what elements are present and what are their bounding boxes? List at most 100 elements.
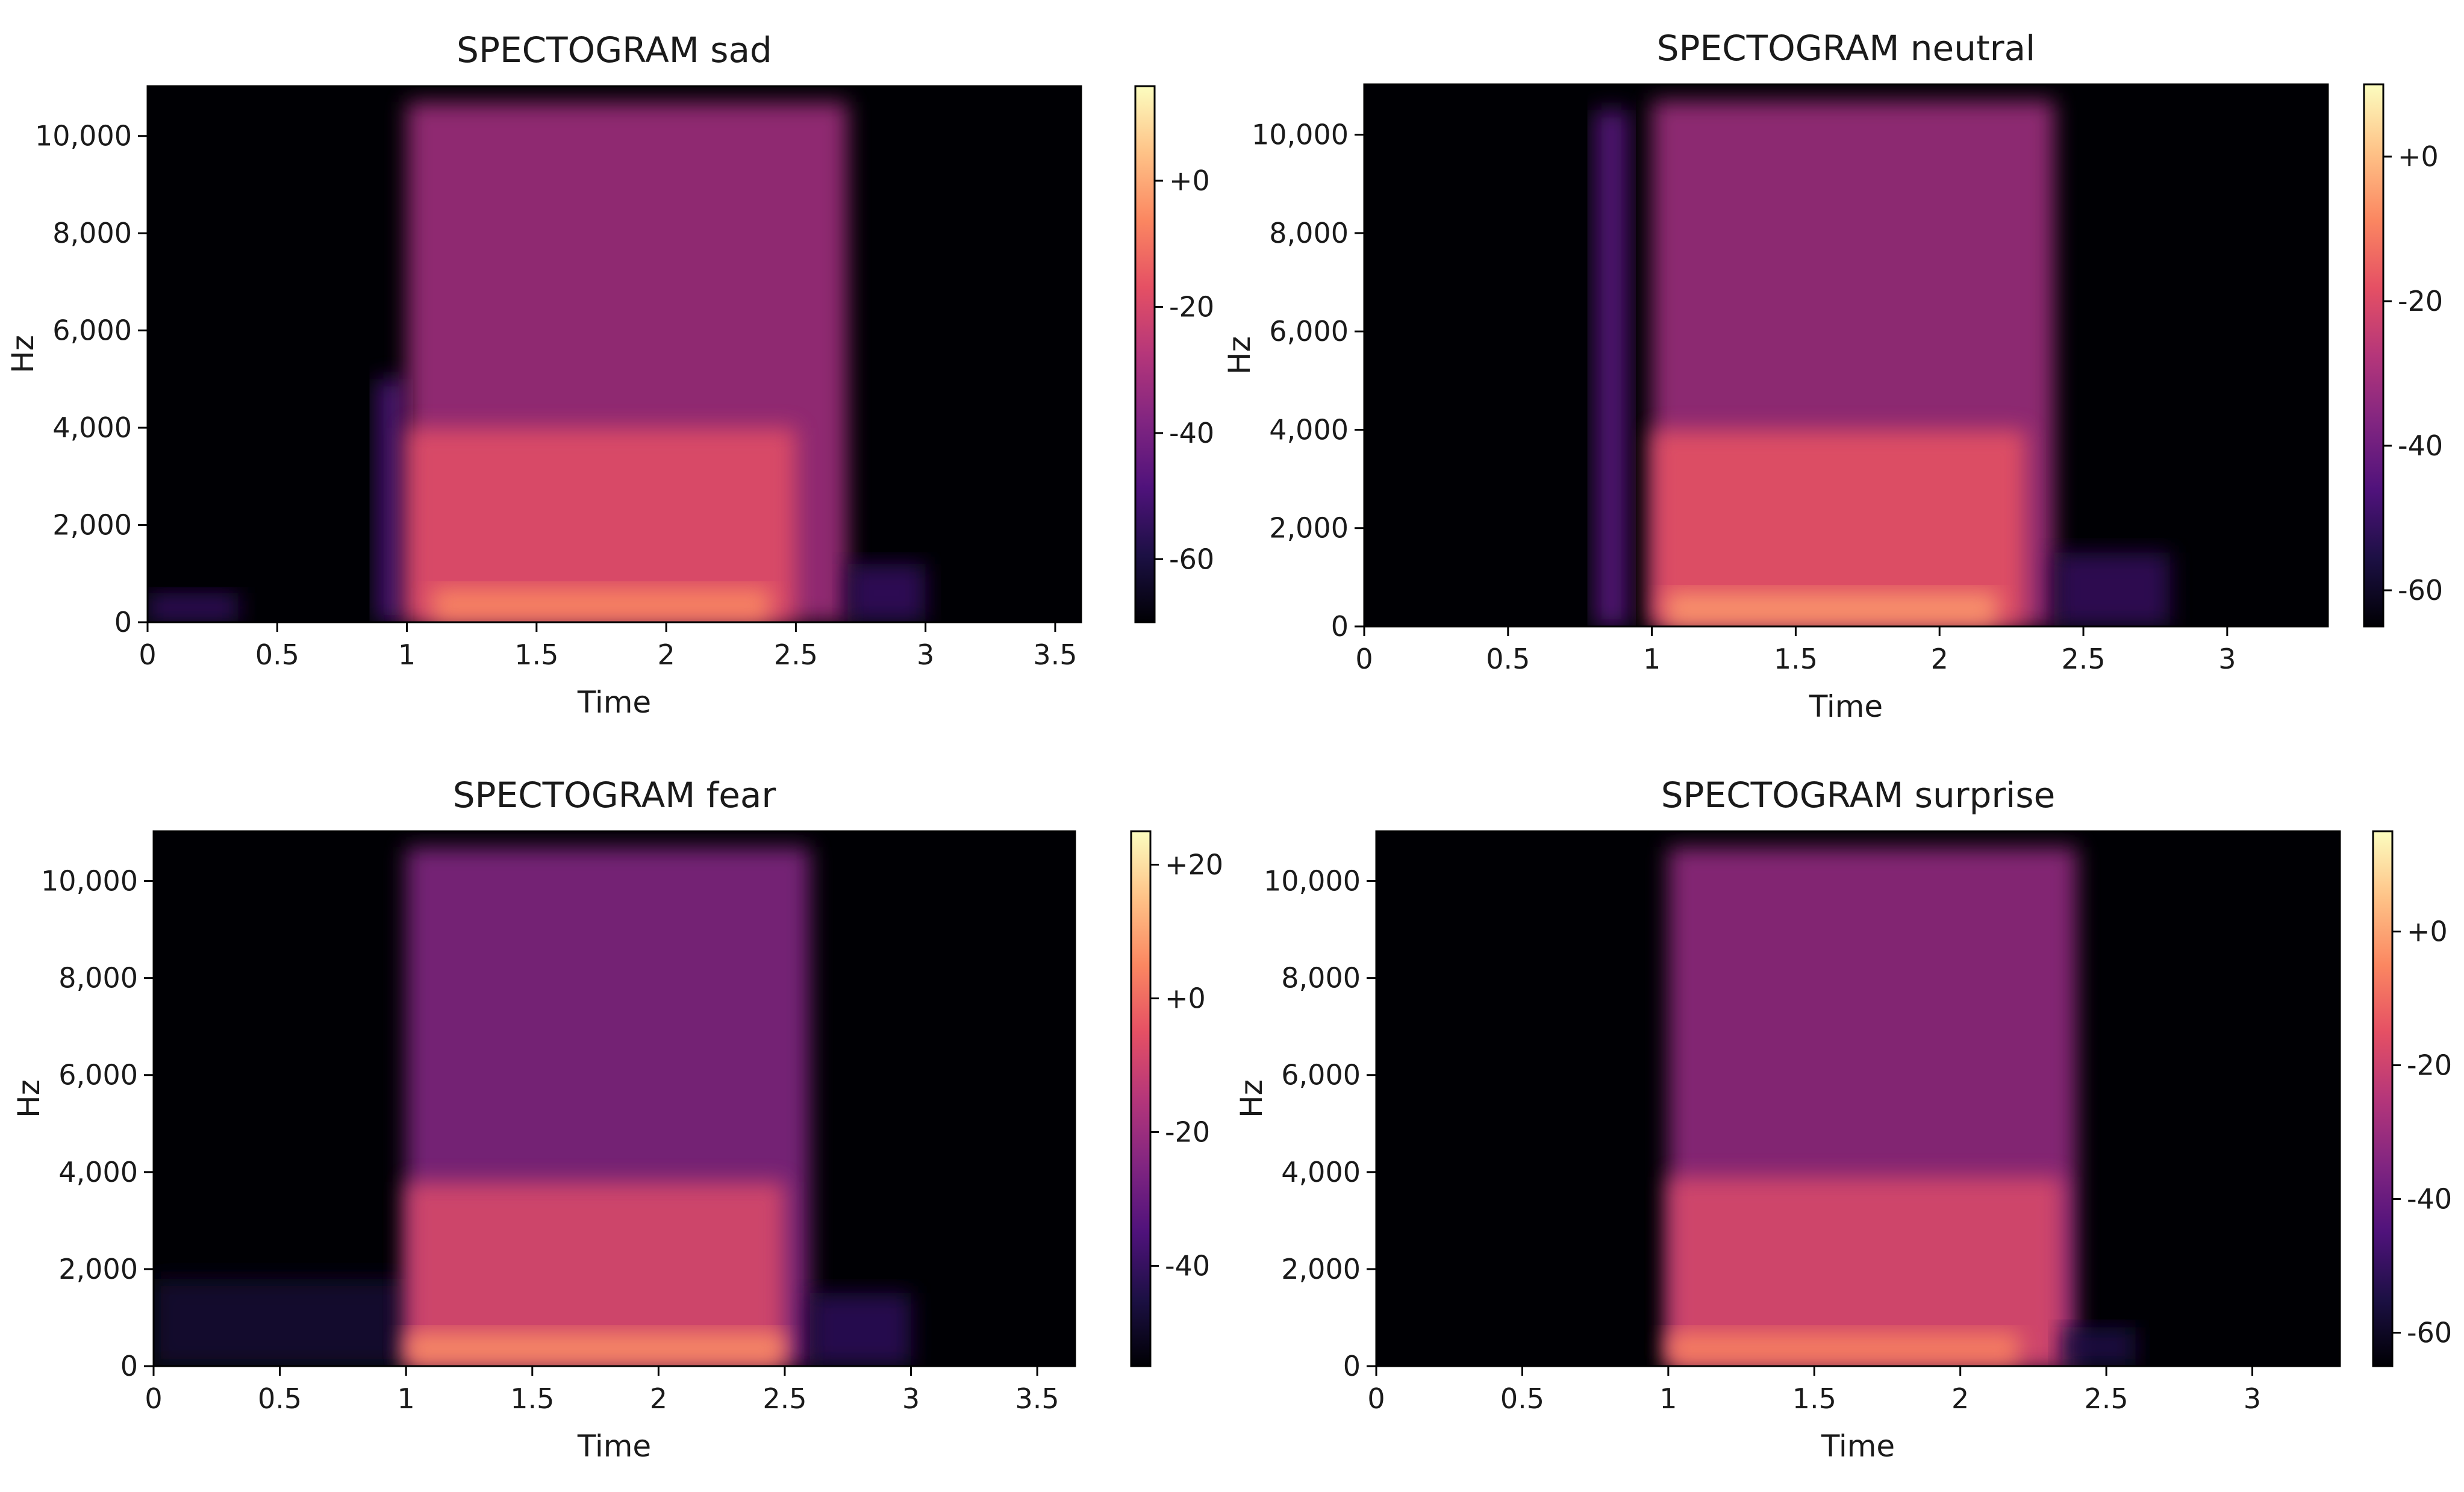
chart-title: SPECTOGRAM surprise <box>1661 775 2056 816</box>
y-tick-label: 8,000 <box>52 217 132 249</box>
colorbar-tick-label: -40 <box>1165 1250 1210 1282</box>
y-tick-label: 4,000 <box>1281 1156 1361 1188</box>
colorbar-tick-label: +0 <box>1169 164 1210 197</box>
x-tick-label: 0 <box>139 638 156 671</box>
energy-region <box>375 379 407 622</box>
plot-frame <box>1375 830 2341 1367</box>
plot-frame <box>1363 83 2329 628</box>
x-tick-label: 2.5 <box>763 1382 806 1415</box>
y-tick-label: 0 <box>120 1350 138 1382</box>
y-tick-label: 2,000 <box>1269 512 1349 545</box>
x-axis-label: Time <box>577 685 651 720</box>
y-tick-label: 2,000 <box>52 509 132 542</box>
x-tick-label: 1 <box>1643 643 1661 675</box>
y-tick-label: 4,000 <box>52 411 132 444</box>
y-tick-label: 0 <box>1331 610 1349 643</box>
colorbar-tick-label: -60 <box>1169 543 1214 575</box>
energy-region <box>154 1279 407 1366</box>
spectrogram-surprise-panel: SPECTOGRAM surprise 0 0.5 1 1.5 2 2.5 3 Time 0 2,0… <box>1232 746 2464 1492</box>
x-tick-label: 0 <box>1367 1382 1385 1415</box>
energy-region <box>406 1332 785 1366</box>
colorbar-tick-label: +0 <box>2398 140 2439 173</box>
energy-region <box>432 588 770 622</box>
y-tick-label: 0 <box>114 606 132 638</box>
energy-region <box>1594 110 1629 626</box>
spectrogram-sad-panel: SPECTOGRAM sad 0 0.5 1 1.5 2 2.5 3 3.5 Time 0 2,000… <box>0 0 1232 746</box>
colorbar-tick-label: -20 <box>1169 290 1214 323</box>
spectrogram-neutral-chart: SPECTOGRAM neutral 0 0.5 1 1.5 2 2.5 3 Time 0 2,00… <box>1222 28 2443 724</box>
colorbar-tick-label: +0 <box>2407 916 2448 948</box>
plot-frame <box>152 830 1076 1367</box>
y-tick-label: 10,000 <box>35 120 132 152</box>
energy-region <box>2062 1327 2136 1366</box>
spectrogram-neutral-panel: SPECTOGRAM neutral 0 0.5 1 1.5 2 2.5 3 Time 0 2,00… <box>1222 0 2464 746</box>
colorbar-tick-label: -40 <box>1169 417 1214 449</box>
y-tick-label: 10,000 <box>1264 865 1361 897</box>
colorbar <box>2372 830 2394 1367</box>
colorbar-tick-label: -60 <box>2407 1317 2452 1349</box>
y-tick-label: 4,000 <box>58 1156 138 1188</box>
x-tick-label: 2.5 <box>2061 643 2105 675</box>
x-tick-label: 1 <box>1659 1382 1677 1415</box>
y-tick-label: 10,000 <box>41 865 138 897</box>
x-tick-label: 3 <box>917 638 934 671</box>
x-tick-label: 2 <box>1951 1382 1969 1415</box>
y-tick-label: 6,000 <box>1269 315 1349 348</box>
spectrogram-image <box>148 102 926 622</box>
y-axis-label: Hz <box>5 335 40 373</box>
x-tick-label: 1.5 <box>510 1382 554 1415</box>
y-tick-label: 6,000 <box>1281 1059 1361 1091</box>
x-tick-label: 1.5 <box>514 638 558 671</box>
energy-region <box>1666 591 1997 626</box>
y-axis-label: Hz <box>11 1079 46 1118</box>
spectrogram-sad-chart: SPECTOGRAM sad 0 0.5 1 1.5 2 2.5 3 3.5 Time 0 2,000… <box>5 30 1214 720</box>
y-tick-label: 8,000 <box>1281 962 1361 994</box>
x-tick-label: 2 <box>650 1382 667 1415</box>
colorbar-tick-label: -40 <box>2398 429 2443 462</box>
x-tick-label: 1.5 <box>1792 1382 1836 1415</box>
y-axis-label: Hz <box>1234 1079 1269 1118</box>
x-tick-label: 0.5 <box>1486 643 1530 675</box>
x-axis-label: Time <box>1809 689 1883 724</box>
x-tick-label: 2.5 <box>774 638 818 671</box>
x-tick-label: 0 <box>145 1382 162 1415</box>
y-tick-label: 2,000 <box>1281 1253 1361 1285</box>
colorbar <box>2363 83 2384 628</box>
x-tick-label: 0 <box>1355 643 1373 675</box>
y-tick-label: 8,000 <box>1269 217 1349 249</box>
x-tick-label: 1.5 <box>1774 643 1818 675</box>
y-tick-label: 10,000 <box>1252 119 1349 151</box>
x-axis-label: Time <box>1821 1429 1895 1464</box>
y-tick-label: 0 <box>1343 1350 1361 1382</box>
x-tick-label: 3.5 <box>1015 1382 1059 1415</box>
chart-title: SPECTOGRAM sad <box>457 30 772 70</box>
x-tick-label: 2.5 <box>2085 1382 2129 1415</box>
spectrogram-image <box>1668 847 2136 1366</box>
spectrogram-fear-chart: SPECTOGRAM fear 0 0.5 1 1.5 2 2.5 3 3.5 Time 0 2,00… <box>11 775 1223 1464</box>
x-tick-label: 2 <box>1931 643 1948 675</box>
spectrogram-image <box>154 847 911 1366</box>
colorbar <box>1134 85 1156 623</box>
y-tick-label: 6,000 <box>52 314 132 347</box>
y-axis-label: Hz <box>1222 336 1257 375</box>
colorbar <box>1130 830 1152 1367</box>
spectrogram-surprise-chart: SPECTOGRAM surprise 0 0.5 1 1.5 2 2.5 3 Time 0 2,0… <box>1234 775 2452 1464</box>
x-tick-label: 0.5 <box>255 638 299 671</box>
energy-region <box>1668 1332 2019 1366</box>
energy-region <box>809 1293 911 1366</box>
colorbar-tick-label: -20 <box>2407 1049 2452 1082</box>
x-tick-label: 2 <box>657 638 675 671</box>
y-tick-label: 2,000 <box>58 1253 138 1285</box>
x-tick-label: 0.5 <box>1500 1382 1544 1415</box>
x-tick-label: 1 <box>398 1382 415 1415</box>
x-tick-label: 3 <box>2244 1382 2261 1415</box>
energy-region <box>2054 552 2170 626</box>
colorbar-tick-label: +0 <box>1165 982 1206 1015</box>
y-tick-label: 6,000 <box>58 1059 138 1091</box>
colorbar-tick-label: -40 <box>2407 1183 2452 1216</box>
spectrogram-image <box>1594 100 2170 626</box>
x-axis-label: Time <box>577 1429 651 1464</box>
x-tick-label: 1 <box>398 638 416 671</box>
chart-title: SPECTOGRAM neutral <box>1657 28 2036 69</box>
x-tick-label: 3 <box>2218 643 2236 675</box>
